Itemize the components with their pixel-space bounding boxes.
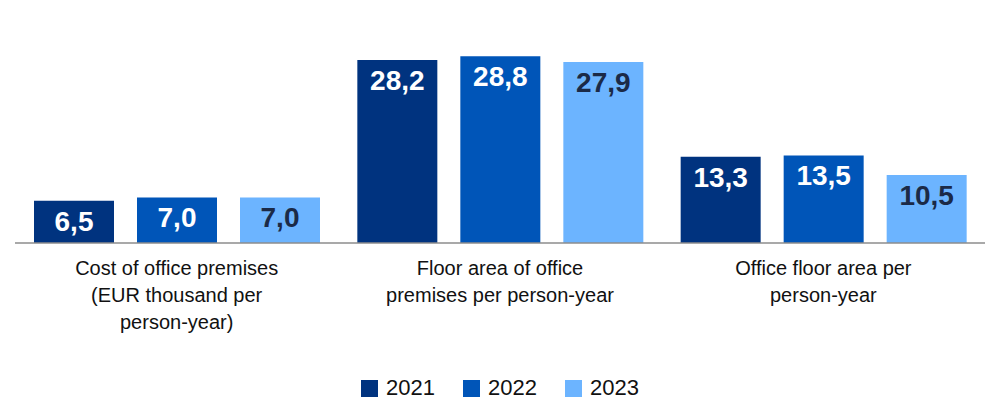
- svg-text:28,8: 28,8: [473, 61, 528, 92]
- html-text:2021: 2021: [386, 375, 435, 400]
- svg-text:13,3: 13,3: [693, 162, 748, 193]
- svg-text:13,5: 13,5: [796, 160, 851, 191]
- svg-text:7,0: 7,0: [261, 202, 300, 233]
- svg-text:Cost of office premises(EUR th: Cost of office premises(EUR thousand per…: [75, 257, 278, 333]
- svg-text:Office floor area perperson-ye: Office floor area perperson-year: [735, 257, 912, 306]
- svg-text:10,5: 10,5: [899, 180, 954, 211]
- svg-text:7,0: 7,0: [158, 202, 197, 233]
- svg-text:27,9: 27,9: [576, 67, 631, 98]
- svg-text:Floor area of officepremises p: Floor area of officepremises per person-…: [386, 257, 614, 306]
- svg-text:28,2: 28,2: [370, 65, 425, 96]
- html-text:2022: 2022: [488, 375, 537, 400]
- svg-text:6,5: 6,5: [55, 206, 94, 237]
- html-text:2023: 2023: [590, 375, 639, 400]
